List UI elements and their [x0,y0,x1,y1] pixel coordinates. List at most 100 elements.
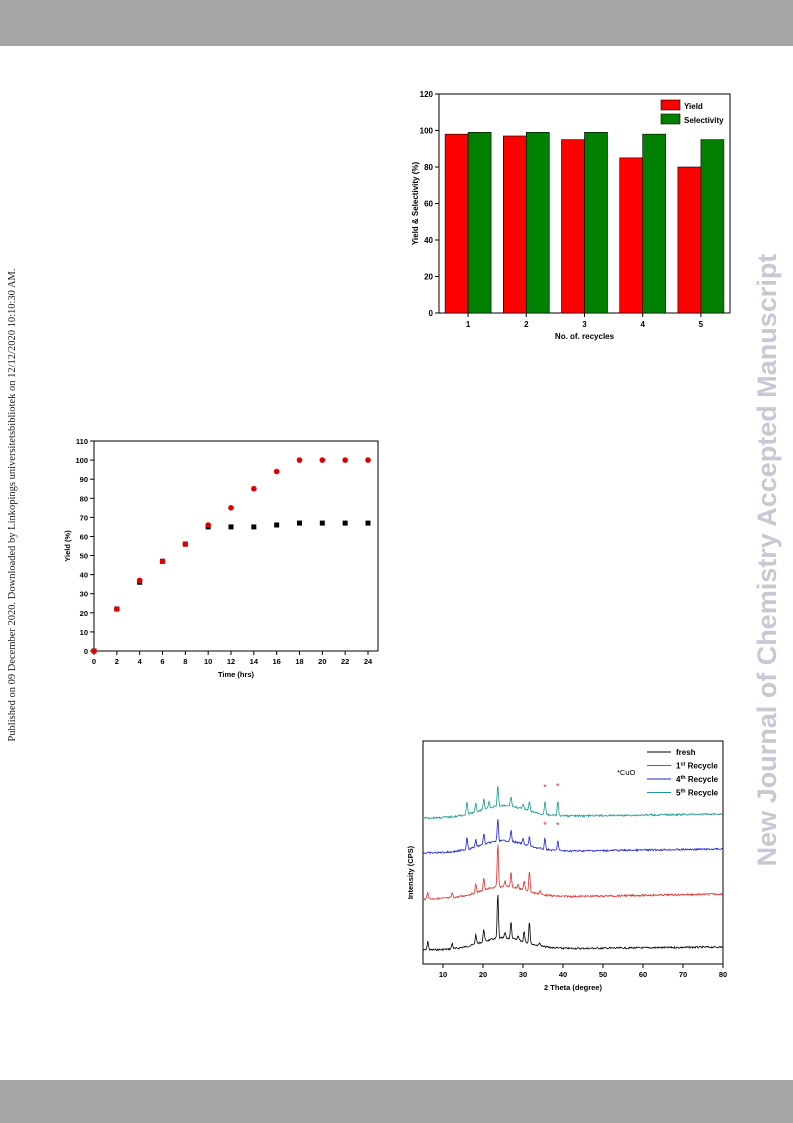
x-axis-label: 2 Theta (degree) [544,983,602,992]
legend-label: 5th Recycle [676,789,719,798]
legend-label-sup: st [680,762,685,768]
cuo-marker: * [543,782,547,792]
y-tick-label: 100 [75,456,88,465]
xrd-series-line [422,818,723,855]
bar-selectivity [467,132,492,314]
publication-note: Published on 09 December 2020. Downloade… [7,268,18,742]
bar-yield [677,166,702,314]
y-tick-label: 110 [76,437,88,446]
y-tick-label: 10 [80,628,88,637]
y-tick-label: 60 [80,532,88,541]
x-tick-label: 3 [582,320,587,329]
legend-label: Selectivity [684,116,724,125]
yield-time-chart: 0 10 20 30 40 50 60 70 80 90 100 110 0 2 4 6 8 10 12 14 16 18… [60,433,386,683]
bar-selectivity [700,139,725,314]
data-point-circle [136,577,143,584]
data-point-circle [159,558,166,565]
x-tick-label: 24 [364,657,373,666]
x-tick-label: 18 [295,657,303,666]
x-tick-label: 6 [160,657,164,666]
x-axis-label: Time (hrs) [218,670,255,679]
legend-label-suffix: Recycle [686,789,719,798]
legend-label-suffix: Recycle [686,775,719,784]
data-point-circle [228,505,234,511]
y-tick-label: 60 [424,200,433,209]
y-axis-label: Yield & Selectivity (%) [411,162,420,246]
bar-yield [444,133,469,314]
data-point-circle [251,485,257,492]
x-tick-label: 10 [204,657,212,666]
xrd-chart: 10 20 30 40 50 60 70 80 2 Theta (degree) Intensit… [405,738,735,996]
y-tick-label: 0 [84,647,88,656]
data-point-square [297,520,302,526]
xrd-chart-svg: 10 20 30 40 50 60 70 80 2 Theta (degree) Intensit… [406,740,727,992]
legend-label: Yield [684,102,703,111]
data-point-square [228,524,234,530]
y-tick-label: 50 [80,552,88,561]
legend-swatch [660,113,681,125]
y-tick-label: 20 [80,609,88,618]
legend-label: fresh [676,748,696,757]
x-tick-label: 14 [250,657,259,666]
x-tick-label: 60 [639,970,647,979]
x-tick-label: 20 [318,657,326,666]
journal-watermark: New Journal of Chemistry Accepted Manusc… [752,253,782,867]
y-tick-label: 40 [424,236,433,245]
legend-swatch [660,99,681,111]
bar-yield [561,139,585,314]
legend-label-main: fresh [676,748,696,757]
xrd-series-line [422,894,723,952]
x-tick-label: 4 [138,657,143,666]
legend-label-main: 5 [676,789,681,798]
x-tick-label: 16 [272,657,280,666]
legend-label-sup: th [680,775,686,781]
bar-selectivity [584,132,608,314]
x-tick-label: 20 [479,970,487,979]
y-tick-label: 80 [80,494,88,503]
cuo-marker: * [556,821,560,831]
x-tick-label: 50 [599,970,607,979]
data-point-circle [273,468,280,475]
y-tick-label: 0 [429,309,434,318]
bar-chart-svg: 0 20 40 60 80 100 120 1 2 3 4 5 No. of. recycles Yiel… [411,90,731,341]
bar-yield [619,157,643,314]
legend-label-suffix: Recycle [685,762,718,771]
y-tick-label: 30 [80,590,88,599]
bar-yield [503,135,527,314]
legend-label-sup: th [680,789,686,795]
data-point-square [319,520,325,526]
data-point-square [274,522,280,528]
x-tick-label: 22 [341,657,349,666]
y-tick-label: 20 [424,273,433,282]
x-tick-label: 0 [92,657,96,666]
data-point-square [342,520,348,526]
data-point-circle [182,541,189,547]
x-tick-label: 2 [115,657,119,666]
data-point-circle [114,606,120,612]
y-tick-label: 80 [424,163,433,172]
x-axis-label: No. of. recycles [555,332,615,341]
data-point-square [365,520,371,526]
legend-label-main: 4 [676,775,681,784]
data-point-circle [319,457,326,463]
x-tick-label: 8 [183,657,187,666]
x-tick-label: 4 [640,320,645,329]
footer-bar [0,1080,793,1123]
plot-frame [422,740,724,965]
plot-frame [93,440,379,652]
bar-selectivity [642,133,666,314]
xrd-series-line [422,786,723,820]
data-point-square [251,524,257,530]
data-point-circle [205,522,211,528]
cuo-marker: * [543,820,547,830]
y-tick-label: 90 [80,475,88,484]
x-tick-label: 40 [559,970,567,979]
data-point-circle [296,457,303,463]
y-tick-label: 70 [80,513,88,522]
header-bar [0,0,793,46]
recycle-bar-chart: 0 20 40 60 80 100 120 1 2 3 4 5 No. of. recycles Yiel… [409,86,734,348]
x-tick-label: 70 [679,970,687,979]
y-axis-label: Yield (%) [63,530,72,562]
x-tick-label: 30 [519,970,527,979]
